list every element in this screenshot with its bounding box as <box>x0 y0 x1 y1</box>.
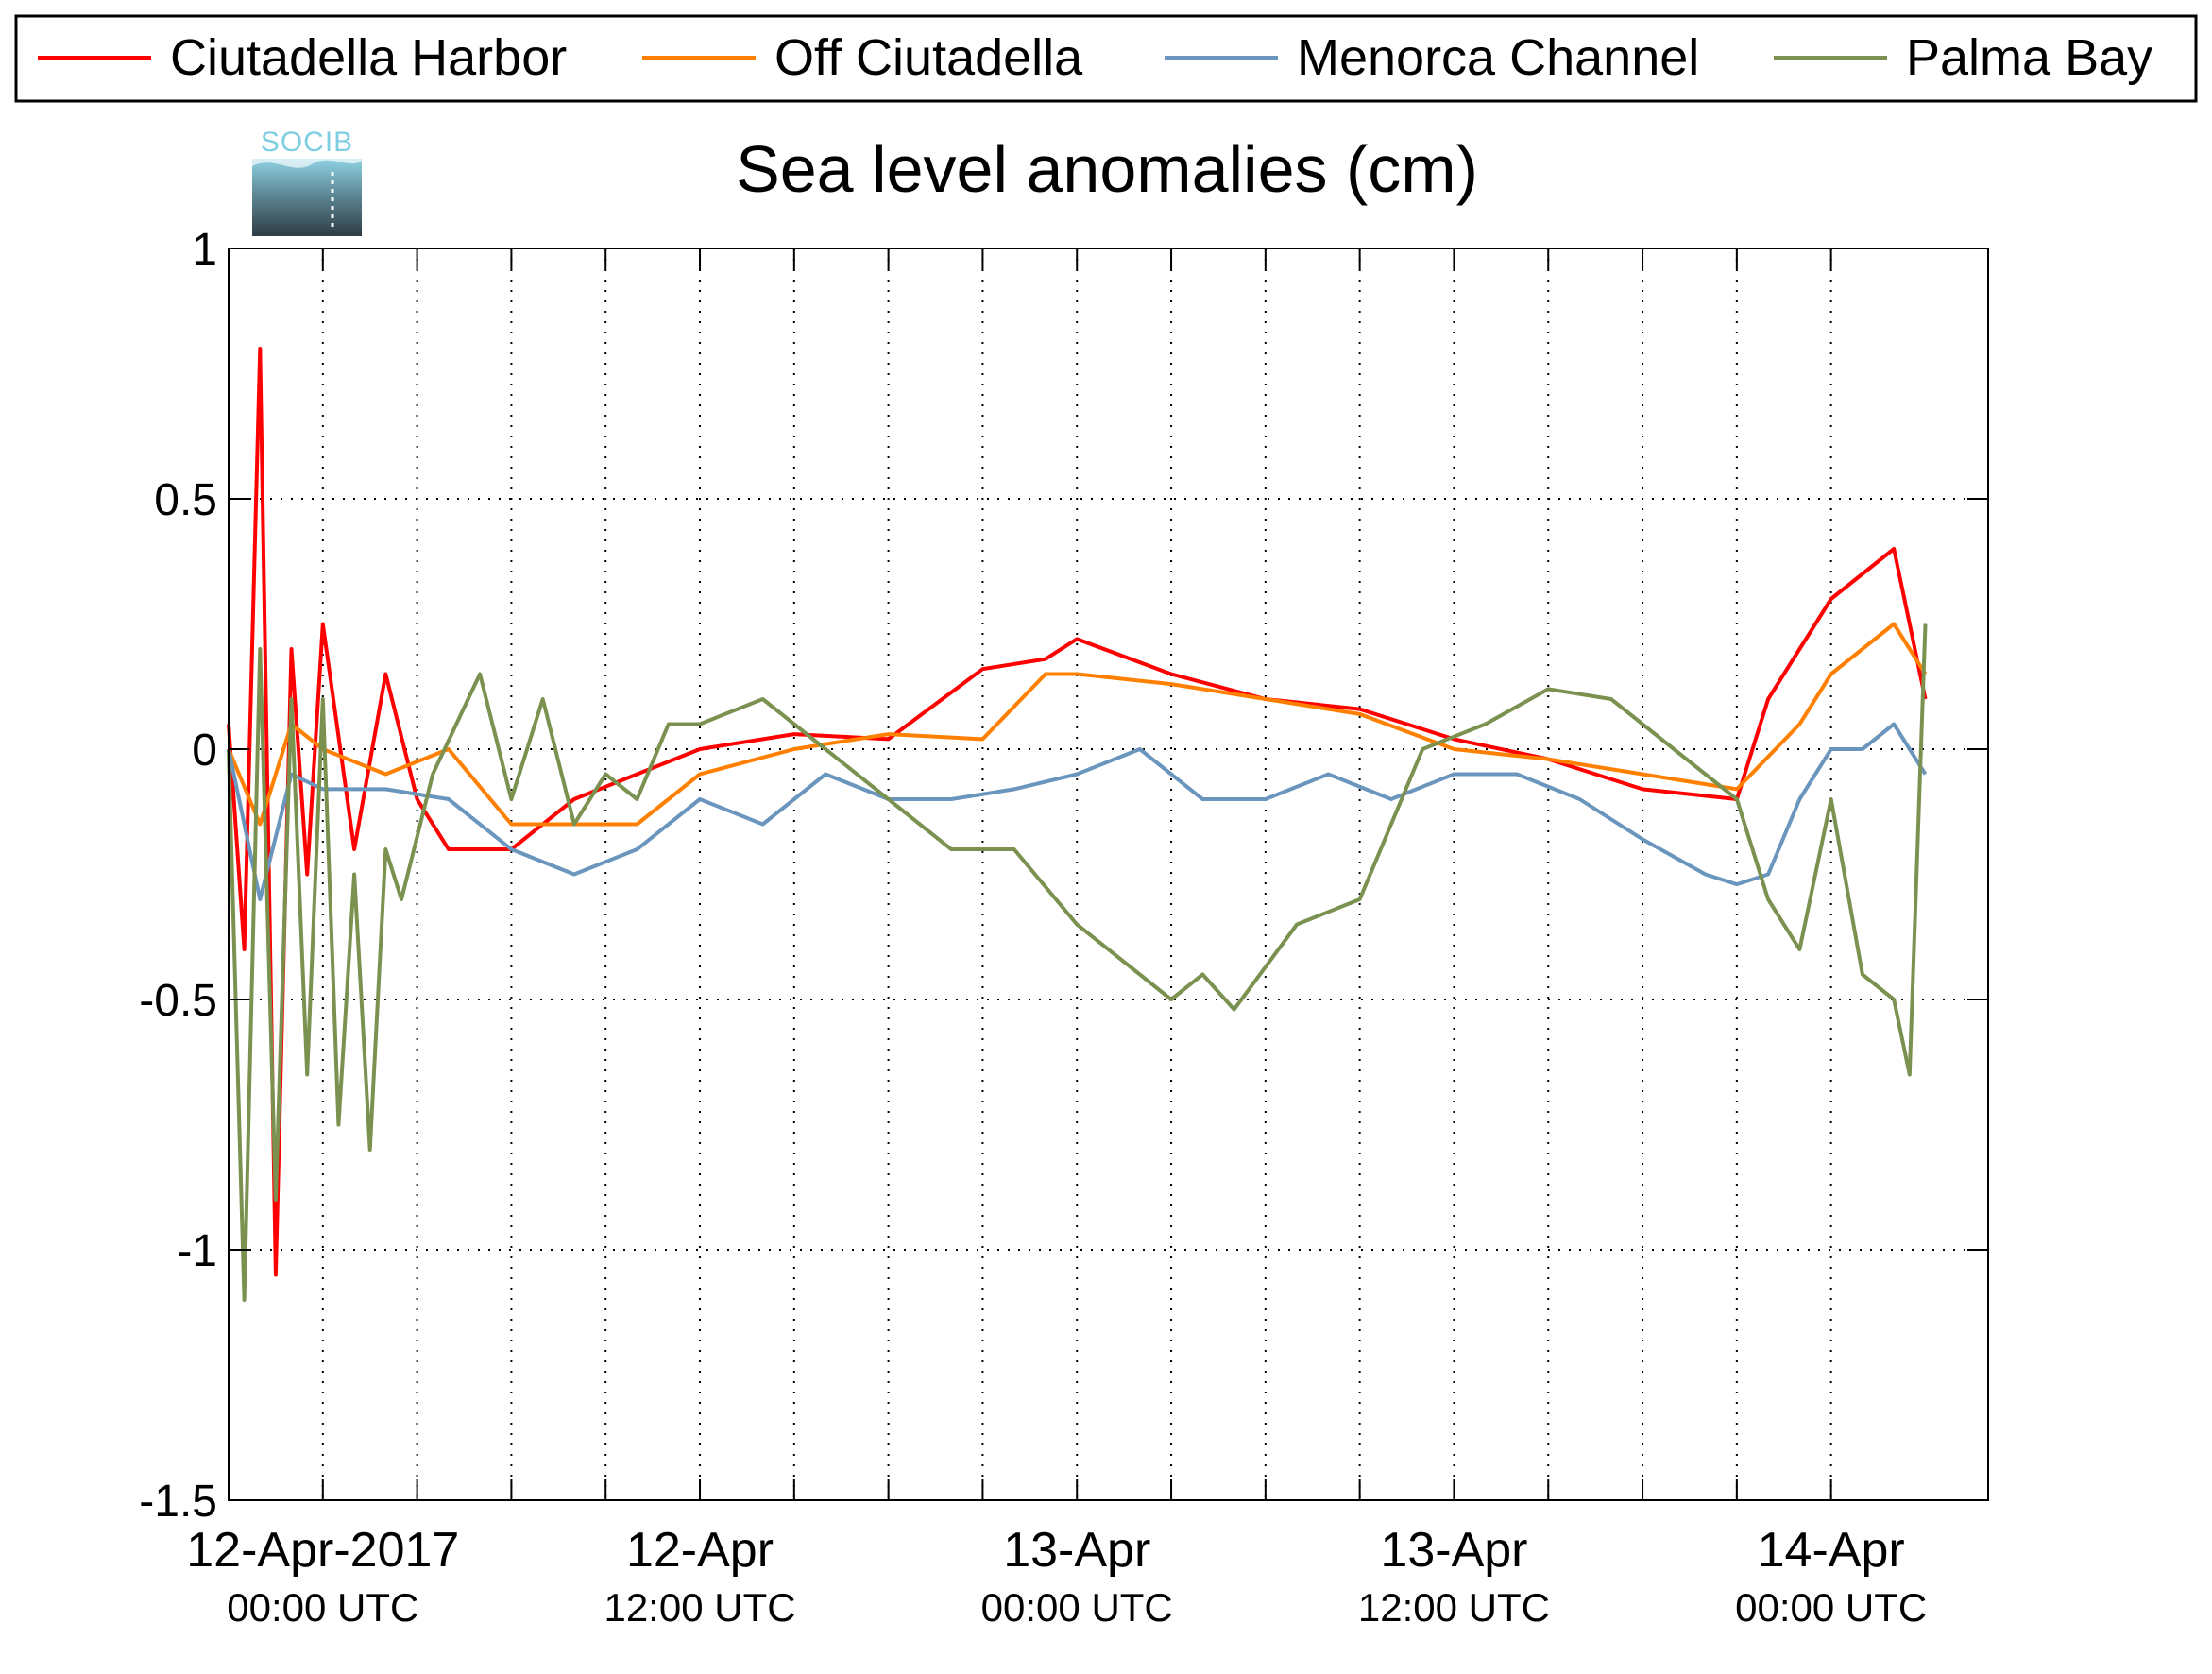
y-axis-tick-labels: -1.5 -1 -0.5 0 0.5 1 <box>139 225 217 1527</box>
x-tick-label-time: 00:00 UTC <box>227 1585 418 1630</box>
series-line-3 <box>227 623 1928 1302</box>
series-line-0 <box>227 347 1928 1277</box>
x-axis-tick-labels: 12-Apr-2017 00:00 UTC 12-Apr 12:00 UTC 13-Ap… <box>186 1523 1927 1630</box>
y-tick-label: 1 <box>192 225 217 275</box>
series-line-1 <box>227 622 1928 827</box>
x-tick-label-date: 12-Apr <box>626 1523 774 1578</box>
x-tick-label-date: 14-Apr <box>1758 1523 1905 1578</box>
x-tick-label-date: 12-Apr-2017 <box>186 1523 459 1578</box>
logo-text: SOCIB <box>261 127 353 158</box>
series-line-2 <box>227 722 1928 901</box>
legend-label-3: Palma Bay <box>1906 29 2152 86</box>
legend-label-0: Ciutadella Harbor <box>170 29 567 86</box>
socib-logo: SOCIB <box>252 127 362 236</box>
y-tick-label: -1 <box>177 1226 217 1276</box>
legend: Ciutadella Harbor Off Ciutadella Menorca C… <box>14 14 2198 103</box>
x-tick-label-date: 13-Apr <box>1380 1523 1527 1578</box>
x-tick-label-date: 13-Apr <box>1003 1523 1150 1578</box>
axis-ticks <box>229 248 1988 1501</box>
y-tick-label: 0 <box>192 726 217 776</box>
x-tick-label-time: 12:00 UTC <box>604 1585 795 1630</box>
x-tick-label-time: 00:00 UTC <box>981 1585 1173 1630</box>
y-tick-label: -0.5 <box>139 976 217 1026</box>
y-tick-label: -1.5 <box>139 1477 217 1527</box>
x-tick-label-time: 00:00 UTC <box>1735 1585 1927 1630</box>
legend-label-1: Off Ciutadella <box>774 29 1083 86</box>
x-tick-label-time: 12:00 UTC <box>1358 1585 1550 1630</box>
series-layer <box>227 347 1928 1302</box>
y-tick-label: 0.5 <box>154 475 217 525</box>
plot-frame <box>228 248 1989 1501</box>
legend-label-2: Menorca Channel <box>1297 29 1699 86</box>
grid <box>229 248 1988 1500</box>
chart-title: Sea level anomalies (cm) <box>736 132 1478 206</box>
